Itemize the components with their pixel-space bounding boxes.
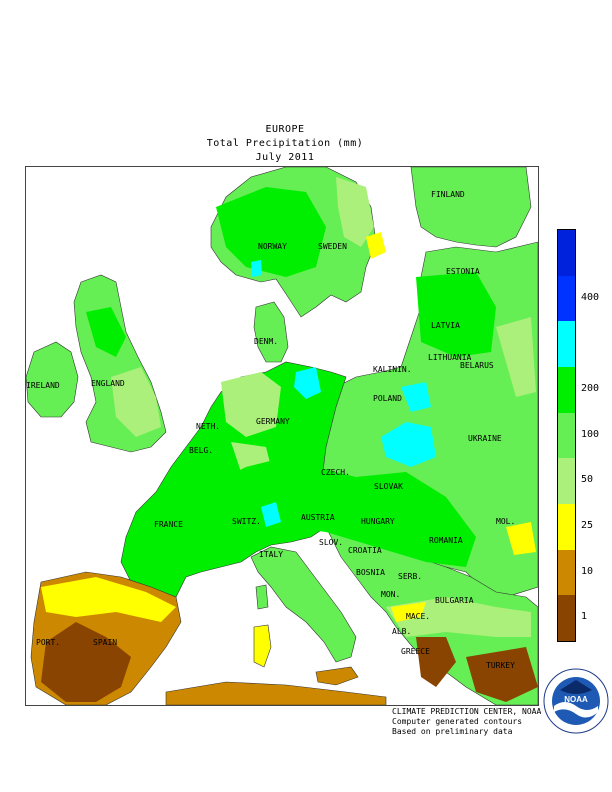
contour-50-scandinavia: [336, 177, 374, 247]
label-ireland: IRELAND: [26, 381, 60, 390]
legend-label: 1: [581, 611, 588, 623]
label-slovakia: SLOVAK: [374, 482, 403, 491]
label-kaliningrad: KALININ.: [373, 365, 412, 374]
legend-label: 400: [581, 291, 600, 303]
contour-50-germany: [221, 372, 281, 437]
legend-band: [558, 275, 575, 322]
label-denmark: DENM.: [254, 337, 278, 346]
precipitation-map: FINLAND NORWAY SWEDEN ESTONIA LATVIA DEN…: [25, 166, 539, 706]
map-title-period: July 2011: [255, 152, 315, 163]
label-netherlands: NETH.: [196, 422, 220, 431]
label-poland: POLAND: [373, 394, 402, 403]
map-title-region: EUROPE: [265, 124, 305, 135]
legend-band: [558, 367, 575, 413]
contour-200-norway: [251, 260, 262, 277]
legend-label: 100: [581, 428, 600, 440]
label-moldova: MOL.: [496, 517, 515, 526]
legend-band: [558, 321, 575, 367]
label-austria: AUSTRIA: [301, 513, 335, 522]
contour-1-greece: [416, 637, 456, 687]
contour-1-turkey: [466, 647, 538, 702]
legend-label: 200: [581, 382, 600, 394]
legend-band: [558, 595, 575, 641]
north-africa-land: [165, 681, 387, 705]
label-lithuania: LITHUANIA: [428, 353, 472, 362]
label-albania: ALB.: [392, 627, 411, 636]
contour-25-greece: [391, 602, 426, 622]
credits-line-3: Based on preliminary data: [392, 727, 513, 736]
label-latvia: LATVIA: [431, 321, 460, 330]
legend-label: 10: [581, 565, 594, 577]
label-romania: ROMANIA: [429, 536, 463, 545]
label-estonia: ESTONIA: [446, 267, 480, 276]
legend-band: [558, 230, 575, 276]
label-turkey: TURKEY: [486, 661, 515, 670]
label-england: ENGLAND: [91, 379, 125, 388]
contour-200-poland-b: [381, 422, 436, 467]
sardinia-land: [253, 624, 272, 668]
contour-25-iberia: [41, 577, 176, 622]
label-macedonia: MACE.: [406, 612, 430, 621]
contour-50-england: [111, 367, 161, 437]
noaa-logo-icon: NOAA: [543, 668, 609, 734]
label-greece: GREECE: [401, 647, 430, 656]
label-czech: CZECH.: [321, 468, 350, 477]
label-switzerland: SWITZ.: [232, 517, 261, 526]
contour-200-baltic: [294, 367, 321, 399]
label-france: FRANCE: [154, 520, 183, 529]
legend-band: [558, 549, 575, 596]
sicily-land: [315, 666, 359, 686]
map-svg: FINLAND NORWAY SWEDEN ESTONIA LATVIA DEN…: [26, 167, 538, 705]
precip-contours: [41, 177, 538, 702]
credits-line-2: Computer generated contours: [392, 717, 523, 726]
label-bulgaria: BULGARIA: [435, 596, 474, 605]
label-norway: NORWAY: [258, 242, 287, 251]
label-belgium: BELG.: [189, 446, 213, 455]
legend-band: [558, 458, 575, 504]
map-title-variable: Total Precipitation (mm): [206, 138, 364, 149]
precip-legend-bar: [557, 229, 576, 642]
credits-line-1: CLIMATE PREDICTION CENTER, NOAA: [392, 707, 542, 716]
label-hungary: HUNGARY: [361, 517, 395, 526]
label-sweden: SWEDEN: [318, 242, 347, 251]
jutland-land: [253, 301, 289, 363]
finland-land: [410, 167, 532, 248]
contour-100-scotland: [86, 307, 126, 357]
label-croatia: CROATIA: [348, 546, 382, 555]
country-labels: FINLAND NORWAY SWEDEN ESTONIA LATVIA DEN…: [26, 190, 515, 670]
legend-band: [558, 504, 575, 550]
contour-25-sweden: [366, 232, 386, 259]
label-bosnia: BOSNIA: [356, 568, 385, 577]
noaa-logo-svg: NOAA: [543, 668, 609, 734]
label-montenegro: MON.: [381, 590, 400, 599]
legend-band: [558, 412, 575, 459]
contour-100-central: [156, 457, 476, 567]
label-germany: GERMANY: [256, 417, 290, 426]
contour-200-poland-a: [401, 382, 431, 412]
contour-100-scand: [216, 187, 326, 277]
label-spain: SPAIN: [93, 638, 117, 647]
legend-label: 25: [581, 519, 594, 531]
label-portugal: PORT.: [36, 638, 60, 647]
contour-25-moldova: [506, 522, 536, 555]
contour-100-north: [416, 272, 496, 357]
contour-50-east: [496, 317, 536, 397]
label-finland: FINLAND: [431, 190, 465, 199]
credits-block: CLIMATE PREDICTION CENTER, NOAA Computer…: [392, 707, 541, 737]
legend-label: 50: [581, 474, 594, 486]
contour-200-alps: [261, 502, 281, 527]
ireland-land: [26, 341, 79, 418]
label-belarus: BELARUS: [460, 361, 494, 370]
contour-1-iberia: [41, 622, 131, 702]
label-serbia: SERB.: [398, 572, 422, 581]
noaa-logo-text: NOAA: [564, 695, 588, 704]
label-slovenia: SLOV.: [319, 538, 343, 547]
italy-land: [250, 546, 357, 663]
label-italy: ITALY: [259, 550, 283, 559]
corsica-land: [255, 584, 269, 610]
label-ukraine: UKRAINE: [468, 434, 502, 443]
